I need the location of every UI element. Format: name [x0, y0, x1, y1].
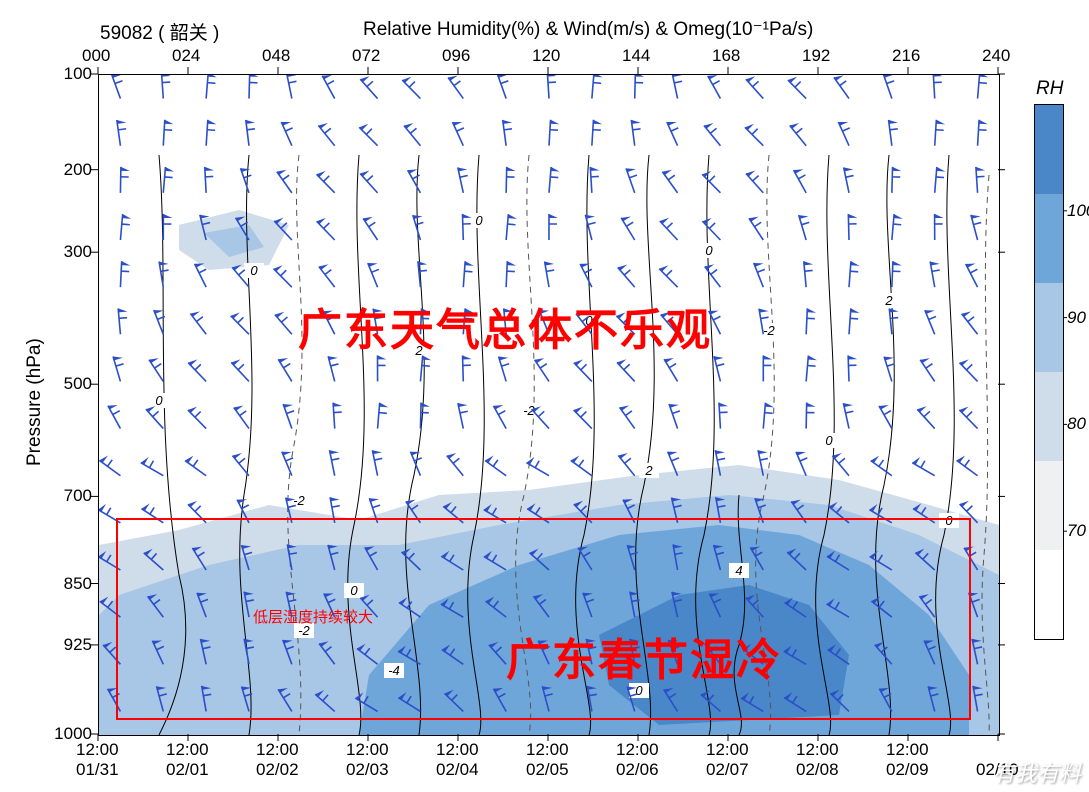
- annotation-main-2: 广东春节湿冷: [506, 624, 782, 688]
- x-bottom-time: 12:00: [796, 740, 839, 760]
- y-tick: 200: [48, 160, 92, 180]
- x-top-tick: 144: [622, 46, 650, 66]
- y-tick: 500: [48, 374, 92, 394]
- annotation-main-1: 广东天气总体不乐观: [298, 294, 712, 358]
- station-title: 59082 ( 韶关 ): [100, 18, 219, 45]
- y-tick: 1000: [48, 724, 92, 744]
- colorbar-tick: 100: [1067, 201, 1089, 221]
- x-bottom-time: 12:00: [526, 740, 569, 760]
- x-bottom-date: 02/08: [796, 760, 839, 780]
- x-bottom-time: 12:00: [166, 740, 209, 760]
- x-bottom-date: 02/09: [886, 760, 929, 780]
- y-tick: 100: [48, 64, 92, 84]
- x-top-tick: 240: [982, 46, 1010, 66]
- x-top-tick: 024: [172, 46, 200, 66]
- colorbar-segment: [1035, 550, 1063, 639]
- x-top-tick: 216: [892, 46, 920, 66]
- x-top-tick: 000: [82, 46, 110, 66]
- highlight-box: [116, 518, 971, 720]
- x-bottom-time: 12:00: [886, 740, 929, 760]
- x-bottom-date: 01/31: [76, 760, 119, 780]
- colorbar-tick: 80: [1067, 414, 1086, 434]
- x-top-tick: 048: [262, 46, 290, 66]
- colorbar-segment: [1035, 105, 1063, 194]
- colorbar-segment: [1035, 283, 1063, 372]
- x-bottom-time: 12:00: [346, 740, 389, 760]
- y-tick: 925: [48, 635, 92, 655]
- x-bottom-date: 02/01: [166, 760, 209, 780]
- x-bottom-time: 12:00: [616, 740, 659, 760]
- y-tick: 850: [48, 574, 92, 594]
- x-top-tick: 072: [352, 46, 380, 66]
- annotation-small: 低层湿度持续较大: [253, 606, 373, 627]
- x-top-tick: 168: [712, 46, 740, 66]
- watermark: 有我有料: [993, 756, 1081, 788]
- x-bottom-date: 02/03: [346, 760, 389, 780]
- x-bottom-date: 02/02: [256, 760, 299, 780]
- colorbar-segment: [1035, 372, 1063, 461]
- y-tick: 700: [48, 486, 92, 506]
- colorbar-segment: [1035, 461, 1063, 550]
- chart-title: Relative Humidity(%) & Wind(m/s) & Omeg(…: [363, 18, 813, 41]
- x-bottom-date: 02/06: [616, 760, 659, 780]
- colorbar-tick: 70: [1067, 521, 1086, 541]
- colorbar: [1034, 104, 1064, 640]
- y-axis-title: Pressure (hPa): [24, 338, 46, 466]
- colorbar-title: RH: [1036, 78, 1063, 100]
- colorbar-segment: [1035, 194, 1063, 283]
- colorbar-tick: 90: [1067, 308, 1086, 328]
- x-top-tick: 192: [802, 46, 830, 66]
- x-bottom-date: 02/05: [526, 760, 569, 780]
- x-bottom-date: 02/07: [706, 760, 749, 780]
- x-bottom-date: 02/04: [436, 760, 479, 780]
- x-bottom-time: 12:00: [706, 740, 749, 760]
- y-tick: 300: [48, 242, 92, 262]
- x-top-tick: 120: [532, 46, 560, 66]
- x-bottom-time: 12:00: [436, 740, 479, 760]
- x-bottom-time: 12:00: [256, 740, 299, 760]
- x-top-tick: 096: [442, 46, 470, 66]
